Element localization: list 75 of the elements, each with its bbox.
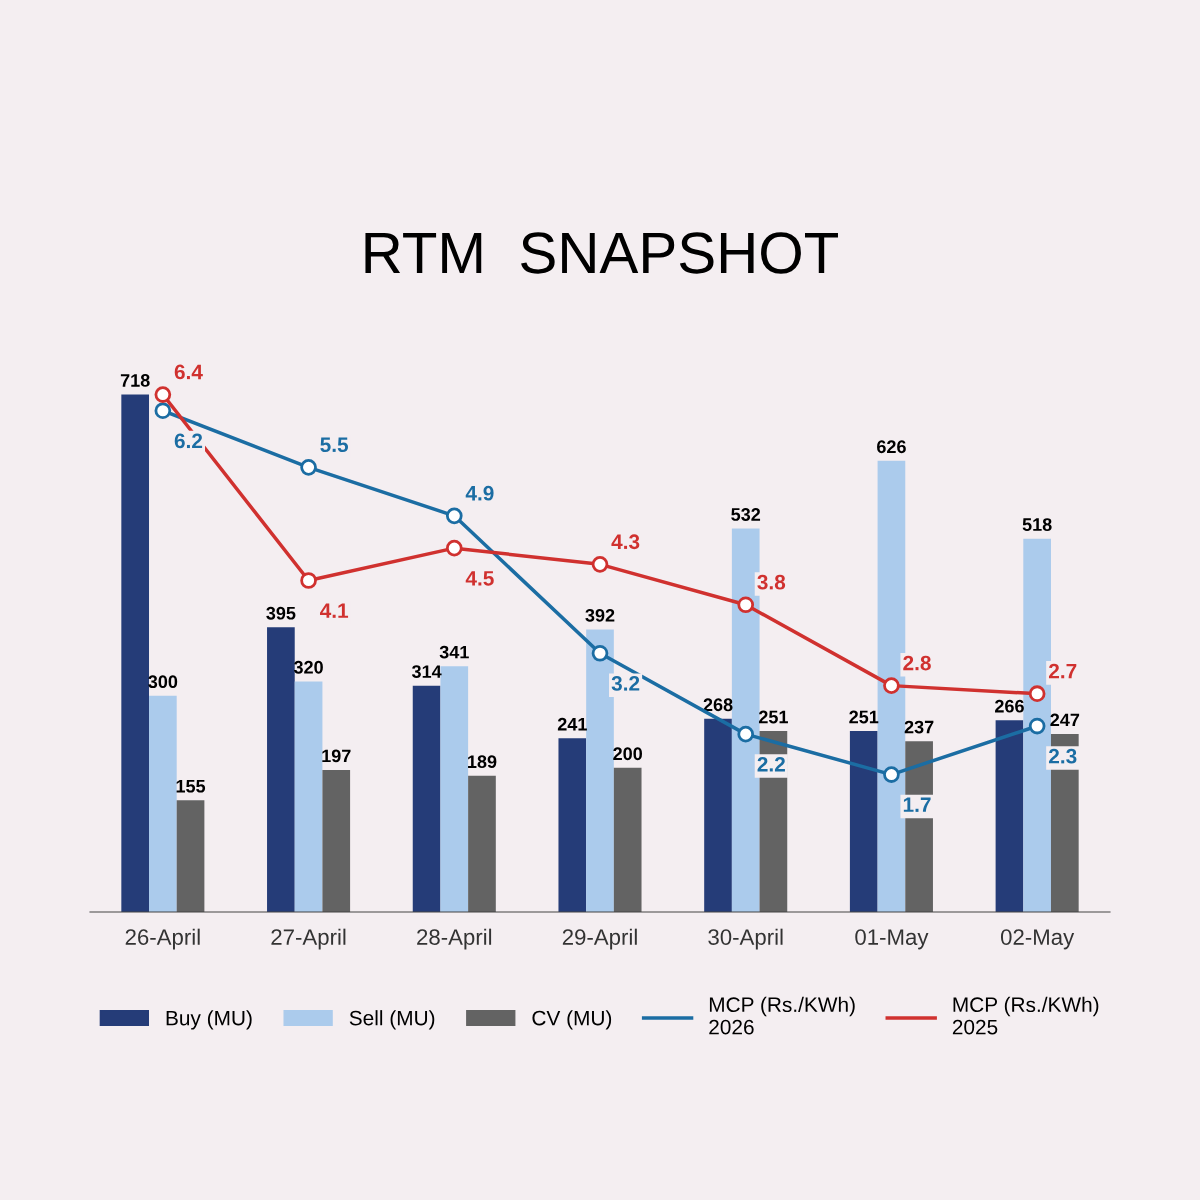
data-label: 251 [758,710,788,724]
data-label: 2.2 [757,756,785,772]
data-label: 6.2 [174,433,203,449]
data-label: 3.8 [757,574,786,590]
point [154,402,172,420]
bar [849,731,878,912]
point [737,596,755,614]
bar [704,718,732,912]
legend-label: Buy (MU) [166,1010,252,1030]
x-tick-label: 27-April [271,928,346,950]
bar [294,681,323,912]
legend-label: MCP (Rs./KWh) 2025 [952,996,1099,1035]
data-label: 5.5 [320,437,349,453]
data-label: 268 [703,698,733,712]
bar [149,695,177,912]
data-label: 3.2 [611,676,640,691]
bar [121,394,150,912]
data-label: 718 [120,374,150,387]
bar [558,738,587,912]
point [445,539,463,557]
chart-title: RTM SNAPSHOT [365,232,838,274]
data-label: 4.1 [320,603,349,618]
data-label: 200 [613,747,643,761]
bar [322,770,351,912]
data-label: 314 [411,665,442,678]
point [737,725,755,743]
bar [176,800,205,912]
data-label: 532 [731,508,761,521]
data-label: 392 [585,608,615,622]
data-label: 4.9 [465,485,494,501]
x-tick-label: 28-April [417,928,492,950]
point [591,644,609,662]
data-label: 266 [995,699,1024,713]
data-label: 2.3 [1048,748,1077,764]
bar [613,767,642,912]
bar [440,666,469,912]
data-label: 2.7 [1048,663,1077,679]
bar [1023,538,1051,912]
bar [468,775,496,912]
data-label: 241 [557,717,587,731]
data-label: 189 [468,755,497,769]
x-tick-label: 30-April [708,928,783,950]
data-label: 4.3 [611,534,640,550]
data-label: 251 [849,710,879,724]
data-label: 2.8 [903,655,931,671]
data-label: 197 [322,749,351,763]
bar [267,627,295,912]
point [154,386,172,403]
data-label: 4.5 [465,571,494,586]
point [883,677,900,694]
point [300,572,317,589]
data-label: 6.4 [174,364,203,380]
data-label: 1.7 [903,797,931,812]
legend-label: CV (MU) [532,1010,612,1030]
point [883,766,900,783]
x-tick-label: 26-April [125,928,200,950]
point [1028,685,1046,703]
point [1028,717,1046,735]
x-tick-label: 02-May [1000,929,1075,950]
data-label: 518 [1022,518,1052,531]
x-tick-label: 29-April [562,928,637,950]
bar [412,685,441,912]
bar [995,720,1024,912]
x-tick-label: 01-May [855,929,929,950]
data-label: 341 [439,645,469,659]
data-label: 395 [266,606,296,620]
point [300,458,317,476]
legend-label: MCP (Rs./KWh) 2026 [709,996,855,1035]
data-label: 237 [904,720,934,734]
data-label: 155 [176,779,206,793]
point [445,507,463,525]
data-label: 247 [1050,713,1080,727]
point [591,556,609,573]
data-label: 626 [877,440,906,454]
legend-label: Sell (MU) [349,1010,435,1030]
